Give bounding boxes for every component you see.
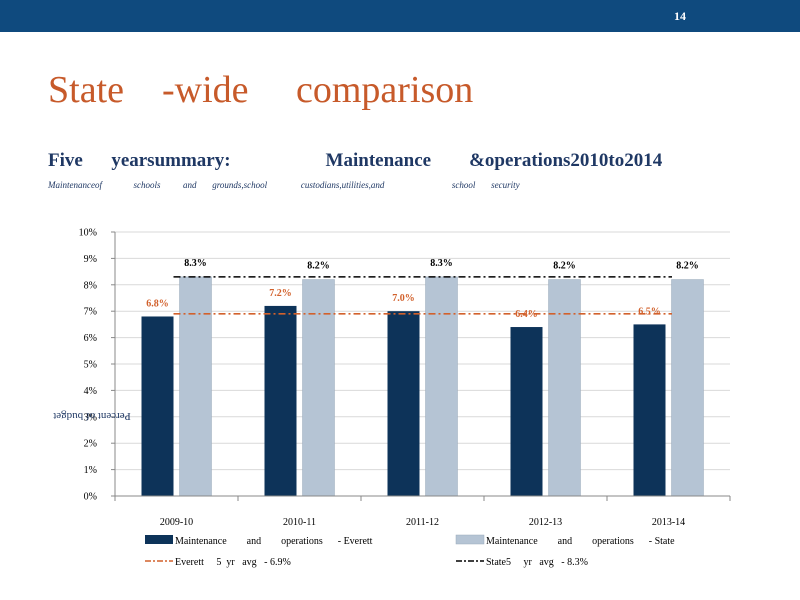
legend-label: State5 yr avg - 8.3% [486, 557, 588, 568]
slide-subtitle: Five yearsummary: Maintenance &operation… [48, 150, 663, 171]
bar-state [425, 276, 458, 497]
data-label: 6.4% [515, 309, 538, 320]
bar-state [179, 276, 212, 497]
legend-item-everett: Maintenance and operations - Everett [145, 535, 373, 547]
legend-item-state: Maintenance and operations - State [455, 534, 675, 547]
data-label: 7.2% [269, 288, 292, 299]
y-tick-label: 0% [84, 492, 97, 503]
legend-item-state-avg: State5 yr avg - 8.3% [456, 557, 588, 568]
x-tick-label: 2009-10 [160, 517, 193, 528]
legend-swatch [455, 534, 485, 545]
y-tick-label: 10% [79, 228, 97, 239]
data-label: 8.3% [184, 258, 207, 269]
bar-everett [633, 324, 666, 496]
bar-everett [510, 327, 543, 496]
bar-everett [141, 316, 174, 496]
bar-state [302, 279, 335, 497]
page-number: 14 [674, 9, 686, 23]
y-tick-label: 9% [84, 254, 97, 265]
header-bar: 14 [0, 0, 800, 32]
y-tick-label: 3% [84, 412, 97, 423]
bar-state [548, 279, 581, 497]
legend-label: Everett 5 yr avg - 6.9% [175, 557, 291, 568]
legend-label: Maintenance and operations - State [486, 536, 675, 547]
data-label: 6.5% [638, 306, 661, 317]
x-tick-label: 2012-13 [529, 517, 562, 528]
legend-swatch [145, 535, 173, 544]
x-tick-label: 2013-14 [652, 517, 685, 528]
x-tick-label: 2010-11 [283, 517, 316, 528]
legend-item-everett-avg: Everett 5 yr avg - 6.9% [145, 557, 291, 568]
y-tick-label: 8% [84, 280, 97, 291]
slide-title: State -wide comparison [48, 69, 474, 111]
y-tick-label: 2% [84, 439, 97, 450]
y-tick-label: 1% [84, 465, 97, 476]
y-tick-label: 4% [84, 386, 97, 397]
bar-everett [387, 311, 420, 496]
x-tick-label: 2011-12 [406, 517, 439, 528]
data-label: 8.2% [553, 261, 576, 272]
data-label: 8.2% [307, 261, 330, 272]
y-tick-label: 5% [84, 360, 97, 371]
data-label: 8.3% [430, 258, 453, 269]
y-tick-label: 6% [84, 333, 97, 344]
data-label: 6.8% [146, 298, 169, 309]
y-axis-label: Percent of budget [53, 410, 131, 422]
y-tick-label: 7% [84, 307, 97, 318]
bar-state [671, 279, 704, 497]
data-label: 7.0% [392, 293, 415, 304]
data-label: 8.2% [676, 261, 699, 272]
bar-everett [264, 305, 297, 496]
legend-label: Maintenance and operations - Everett [175, 536, 373, 547]
slide-description: Maintenanceof schools and grounds,school… [48, 180, 520, 190]
